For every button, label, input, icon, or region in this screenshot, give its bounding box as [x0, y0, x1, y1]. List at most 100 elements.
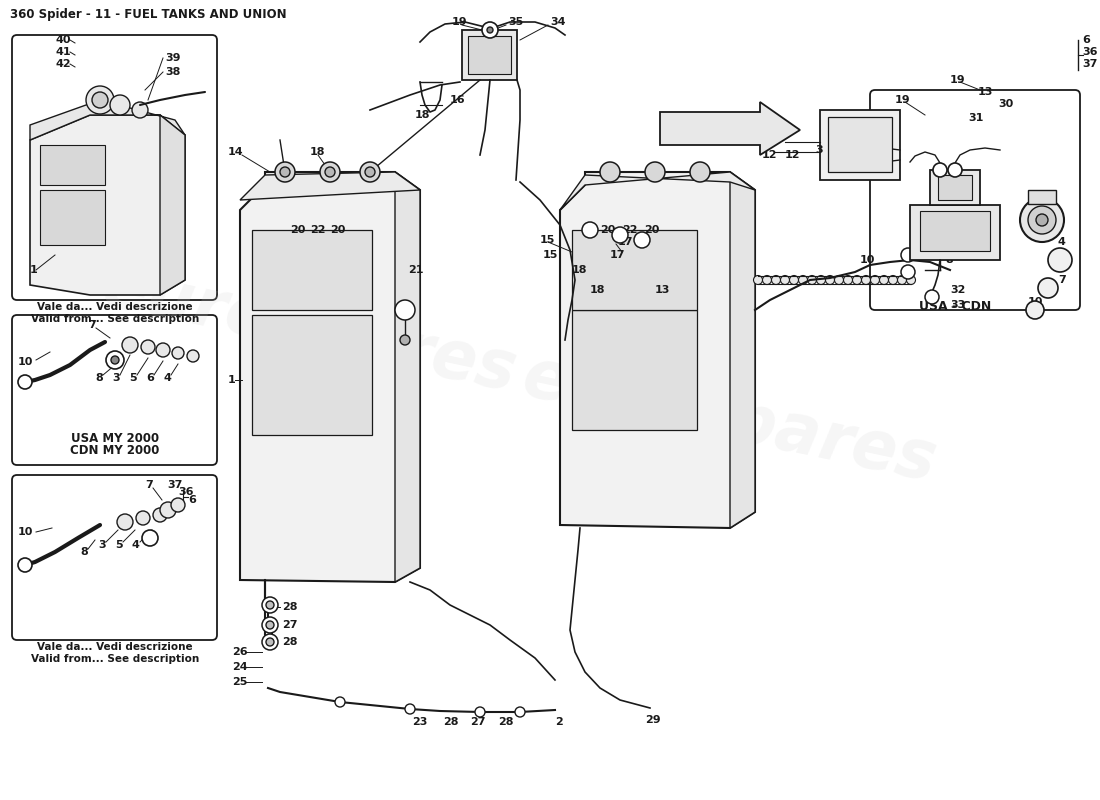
- Bar: [820, 110, 900, 180]
- Circle shape: [172, 347, 184, 359]
- Text: 13: 13: [978, 87, 993, 97]
- Polygon shape: [30, 115, 185, 295]
- Text: 42: 42: [56, 59, 72, 69]
- Text: 20: 20: [644, 225, 659, 235]
- Circle shape: [781, 275, 790, 285]
- Text: 8: 8: [80, 547, 88, 557]
- Circle shape: [754, 275, 762, 285]
- Text: 6: 6: [1082, 35, 1090, 45]
- Bar: [252, 315, 372, 435]
- Text: 13: 13: [654, 285, 670, 295]
- Text: 20: 20: [290, 225, 306, 235]
- Text: 22: 22: [310, 225, 326, 235]
- Circle shape: [1038, 278, 1058, 298]
- Circle shape: [132, 102, 148, 118]
- Text: 19: 19: [895, 95, 911, 105]
- Text: 19: 19: [452, 17, 468, 27]
- Bar: [462, 30, 517, 80]
- Text: 5: 5: [129, 373, 136, 383]
- Circle shape: [266, 638, 274, 646]
- Bar: [920, 211, 990, 251]
- Text: 32: 32: [950, 285, 966, 295]
- Bar: [930, 170, 980, 205]
- Text: Vale da... Vedi descrizione: Vale da... Vedi descrizione: [37, 302, 192, 312]
- Circle shape: [825, 275, 835, 285]
- Text: 18: 18: [572, 265, 587, 275]
- Text: 25: 25: [232, 677, 248, 687]
- Polygon shape: [660, 102, 800, 155]
- Circle shape: [106, 351, 124, 369]
- Text: 3: 3: [112, 373, 120, 383]
- Text: 360 Spider - 11 - FUEL TANKS AND UNION: 360 Spider - 11 - FUEL TANKS AND UNION: [10, 8, 287, 21]
- Circle shape: [771, 275, 781, 285]
- Bar: [468, 36, 512, 74]
- Circle shape: [92, 92, 108, 108]
- Text: 10: 10: [1028, 297, 1044, 307]
- Text: 38: 38: [165, 67, 180, 77]
- Circle shape: [170, 498, 185, 512]
- Circle shape: [762, 275, 771, 285]
- Text: 7: 7: [1058, 275, 1066, 285]
- Circle shape: [1026, 301, 1044, 319]
- Text: 20: 20: [330, 225, 345, 235]
- Circle shape: [266, 601, 274, 609]
- Text: 8: 8: [945, 255, 953, 265]
- Polygon shape: [240, 172, 420, 582]
- Circle shape: [475, 707, 485, 717]
- Text: 28: 28: [282, 602, 297, 612]
- Bar: [572, 230, 697, 310]
- Text: 21: 21: [408, 265, 424, 275]
- Text: 19: 19: [950, 75, 966, 85]
- Text: 16: 16: [450, 95, 465, 105]
- Text: 34: 34: [550, 17, 565, 27]
- Circle shape: [262, 634, 278, 650]
- Text: 14: 14: [228, 147, 243, 157]
- Text: 27: 27: [282, 620, 297, 630]
- Text: 9: 9: [942, 232, 950, 242]
- Text: 10: 10: [860, 255, 876, 265]
- Text: 22: 22: [621, 225, 638, 235]
- Text: 37: 37: [167, 480, 183, 490]
- Text: CDN MY 2000: CDN MY 2000: [70, 444, 160, 457]
- Circle shape: [324, 167, 336, 177]
- Text: 39: 39: [165, 53, 180, 63]
- Text: 28: 28: [282, 637, 297, 647]
- Text: 35: 35: [508, 17, 524, 27]
- Text: 5: 5: [116, 540, 122, 550]
- Bar: [828, 117, 892, 172]
- Circle shape: [906, 275, 915, 285]
- Text: 40: 40: [56, 35, 72, 45]
- Circle shape: [889, 275, 898, 285]
- Bar: [252, 230, 372, 310]
- Circle shape: [482, 22, 498, 38]
- Text: 10: 10: [18, 527, 33, 537]
- Text: 29: 29: [645, 715, 661, 725]
- Circle shape: [365, 167, 375, 177]
- Circle shape: [582, 222, 598, 238]
- Text: 3: 3: [838, 127, 846, 137]
- Circle shape: [901, 265, 915, 279]
- Text: 17: 17: [610, 250, 626, 260]
- Circle shape: [405, 704, 415, 714]
- Text: USA - CDN: USA - CDN: [918, 300, 991, 313]
- Text: 15: 15: [543, 250, 559, 260]
- Text: 18: 18: [310, 147, 326, 157]
- Circle shape: [110, 95, 130, 115]
- Circle shape: [948, 163, 962, 177]
- Circle shape: [852, 275, 861, 285]
- Text: 9: 9: [942, 248, 950, 258]
- Text: Vale da... Vedi descrizione: Vale da... Vedi descrizione: [37, 642, 192, 652]
- Circle shape: [790, 275, 799, 285]
- Bar: [1028, 190, 1056, 204]
- Circle shape: [1048, 248, 1072, 272]
- Text: 11: 11: [758, 135, 773, 145]
- Text: 28: 28: [498, 717, 514, 727]
- Text: 17: 17: [618, 237, 634, 247]
- Text: 12: 12: [785, 150, 801, 160]
- Bar: [910, 205, 1000, 260]
- Text: 36: 36: [178, 487, 194, 497]
- Text: 30: 30: [998, 99, 1013, 109]
- Circle shape: [487, 27, 493, 33]
- Text: 28: 28: [443, 717, 459, 727]
- Text: Valid from... See description: Valid from... See description: [31, 314, 199, 324]
